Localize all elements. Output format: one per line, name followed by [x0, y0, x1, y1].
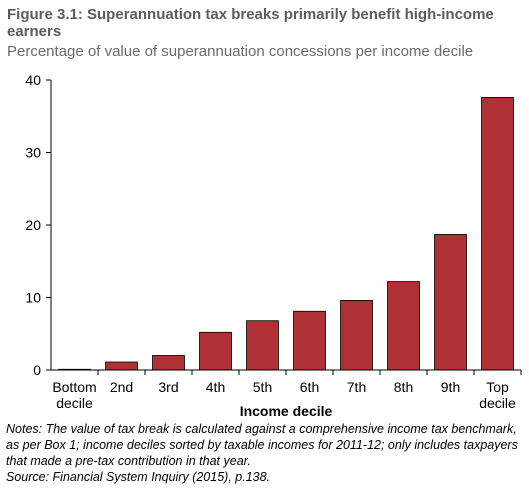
source-text: Source: Financial System Inquiry (2015),… [6, 470, 271, 484]
x-tick-label: Top decile [479, 379, 516, 411]
x-tick-label: 6th [300, 379, 319, 395]
x-tick-label: 9th [441, 379, 460, 395]
x-tick-label: 4th [206, 379, 225, 395]
y-tick-label: 0 [33, 362, 41, 378]
bar [293, 310, 326, 371]
bar [481, 97, 514, 371]
x-tick-label: 7th [347, 379, 366, 395]
notes-text: Notes: The value of tax break is calcula… [6, 422, 518, 468]
x-tick-label: 8th [394, 379, 413, 395]
x-tick-label: 3rd [158, 379, 178, 395]
chart-title: Figure 3.1: Superannuation tax breaks pr… [7, 6, 494, 40]
bar [105, 361, 138, 371]
y-axis: 0 10 20 30 40 [25, 72, 51, 378]
y-tick-label: 10 [25, 290, 41, 306]
y-tick-label: 20 [25, 217, 41, 233]
y-tick-label: 40 [25, 72, 41, 88]
x-axis: Bottom decile 2nd 3rd 4th 5th 6th 7th 8th 9th Top d… [52, 370, 522, 411]
bar [152, 355, 185, 371]
x-tick-label: 5th [253, 379, 272, 395]
bar [387, 281, 420, 371]
chart-notes: Notes: The value of tax break is calcula… [6, 421, 526, 485]
bar [199, 331, 232, 371]
x-tick-label: 2nd [110, 379, 133, 395]
chart-subtitle: Percentage of value of superannuation co… [7, 43, 474, 60]
bars [58, 97, 514, 371]
y-tick-label: 30 [25, 145, 41, 161]
bar [246, 320, 279, 371]
x-axis-label: Income decile [240, 403, 333, 419]
bar [340, 299, 373, 371]
x-tick-label: Bottom decile [52, 379, 96, 411]
bar [434, 234, 467, 371]
